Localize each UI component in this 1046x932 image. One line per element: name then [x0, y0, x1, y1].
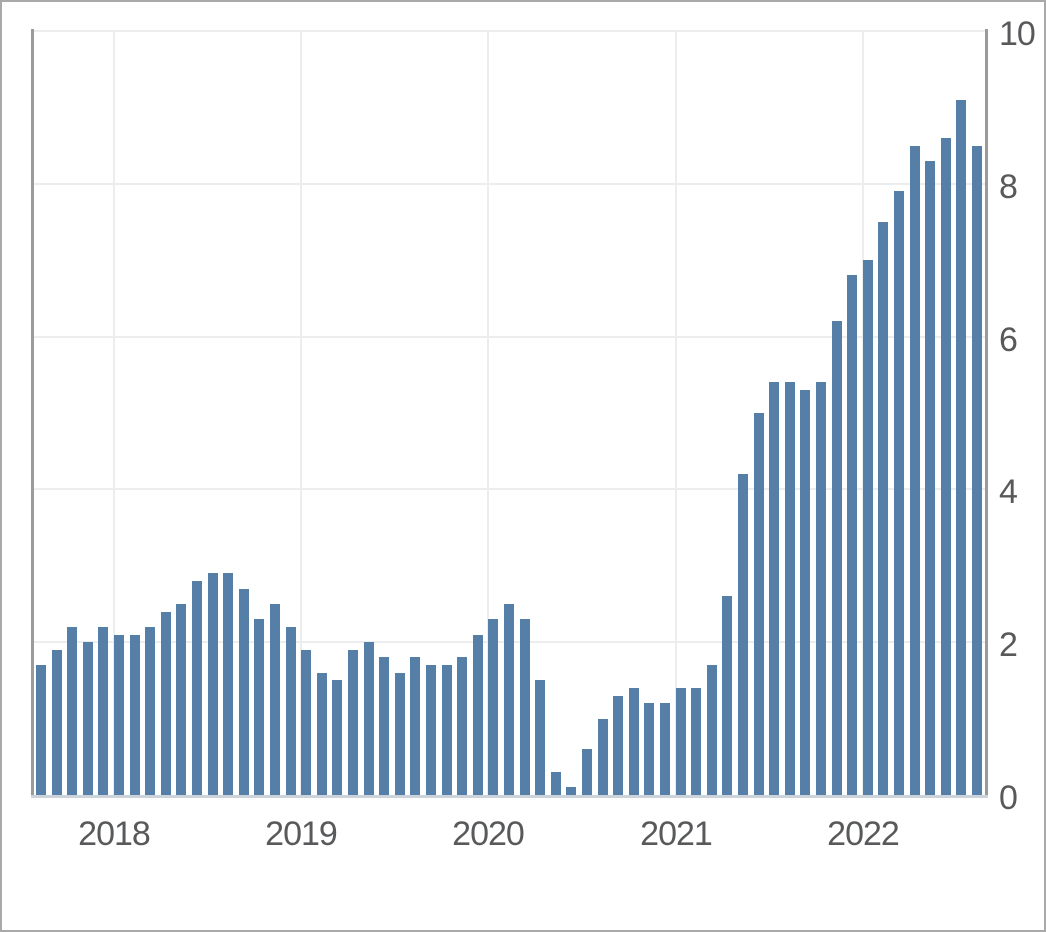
bar — [114, 635, 124, 795]
bar — [410, 657, 420, 795]
bar — [348, 650, 358, 795]
bar — [707, 665, 717, 795]
bar — [613, 696, 623, 795]
bar — [925, 161, 935, 795]
bar — [520, 619, 530, 795]
bar — [769, 382, 779, 795]
bar — [36, 665, 46, 795]
bar — [208, 573, 218, 795]
bar — [192, 581, 202, 795]
bar — [910, 146, 920, 795]
bar — [504, 604, 514, 795]
bar — [722, 596, 732, 795]
bar — [894, 191, 904, 795]
bar — [785, 382, 795, 795]
y-tick-label: 8 — [999, 168, 1018, 206]
bar — [863, 260, 873, 795]
bar — [145, 627, 155, 795]
y-axis-line-left — [31, 29, 34, 798]
bar — [582, 749, 592, 795]
bar — [332, 680, 342, 795]
bar — [738, 474, 748, 795]
bar — [130, 635, 140, 795]
bar — [629, 688, 639, 795]
x-tick-label: 2019 — [265, 815, 338, 853]
bar — [286, 627, 296, 795]
bar — [972, 146, 982, 795]
bar — [551, 772, 561, 795]
bar — [239, 589, 249, 795]
bar — [83, 642, 93, 795]
bar — [161, 612, 171, 795]
bar — [317, 673, 327, 795]
y-tick-label: 10 — [999, 15, 1036, 53]
gridline-horizontal — [34, 488, 985, 490]
bar — [847, 275, 857, 795]
bar — [644, 703, 654, 795]
bar — [800, 390, 810, 795]
bar — [488, 619, 498, 795]
gridline-horizontal — [34, 183, 985, 185]
bar — [442, 665, 452, 795]
bar — [364, 642, 374, 795]
gridline-vertical — [300, 31, 302, 795]
zero-baseline — [31, 795, 988, 798]
bar — [473, 635, 483, 795]
bar — [832, 321, 842, 795]
gridline-vertical — [113, 31, 115, 795]
bar — [52, 650, 62, 795]
bar — [676, 688, 686, 795]
bar — [754, 413, 764, 795]
bar — [98, 627, 108, 795]
gridline-horizontal — [34, 30, 985, 32]
bar — [878, 222, 888, 795]
bar — [270, 604, 280, 795]
bar — [67, 627, 77, 795]
x-tick-label: 2018 — [78, 815, 151, 853]
y-tick-label: 6 — [999, 321, 1018, 359]
bar — [176, 604, 186, 795]
gridline-vertical — [675, 31, 677, 795]
bar — [598, 719, 608, 795]
x-tick-label: 2022 — [827, 815, 900, 853]
bar — [223, 573, 233, 795]
y-tick-label: 2 — [999, 626, 1018, 664]
bar — [816, 382, 826, 795]
bar — [691, 688, 701, 795]
y-tick-label: 0 — [999, 779, 1018, 817]
bar — [301, 650, 311, 795]
bar — [379, 657, 389, 795]
x-tick-label: 2020 — [452, 815, 525, 853]
bar — [566, 787, 576, 795]
y-axis-line-right — [985, 29, 988, 798]
bar — [535, 680, 545, 795]
bar — [660, 703, 670, 795]
bar — [457, 657, 467, 795]
gridline-horizontal — [34, 336, 985, 338]
gridline-vertical — [487, 31, 489, 795]
bar — [956, 100, 966, 795]
bar — [941, 138, 951, 795]
x-tick-label: 2021 — [640, 815, 713, 853]
bar — [254, 619, 264, 795]
y-tick-label: 4 — [999, 473, 1018, 511]
bar — [426, 665, 436, 795]
bar — [395, 673, 405, 795]
